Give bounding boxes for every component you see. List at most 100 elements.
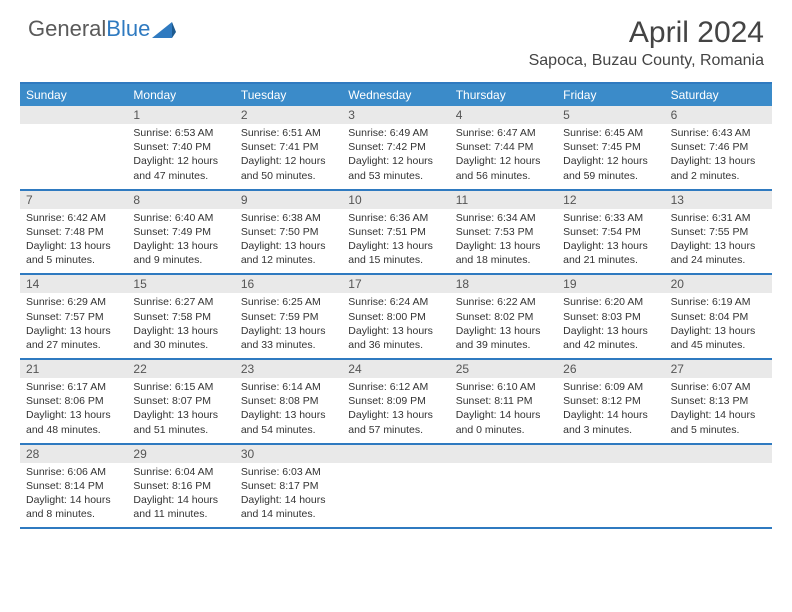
daylight-text: Daylight: 13 hours and 33 minutes. bbox=[241, 324, 336, 352]
day-number: 26 bbox=[557, 360, 664, 378]
sunrise-text: Sunrise: 6:19 AM bbox=[671, 295, 766, 309]
day-header-fri: Friday bbox=[557, 84, 664, 106]
sunset-text: Sunset: 7:59 PM bbox=[241, 310, 336, 324]
day-body: Sunrise: 6:22 AMSunset: 8:02 PMDaylight:… bbox=[450, 293, 557, 358]
sunrise-text: Sunrise: 6:34 AM bbox=[456, 211, 551, 225]
day-body: Sunrise: 6:06 AMSunset: 8:14 PMDaylight:… bbox=[20, 463, 127, 528]
week-row: 14Sunrise: 6:29 AMSunset: 7:57 PMDayligh… bbox=[20, 275, 772, 360]
day-number: 18 bbox=[450, 275, 557, 293]
daylight-text: Daylight: 13 hours and 57 minutes. bbox=[348, 408, 443, 436]
daylight-text: Daylight: 13 hours and 39 minutes. bbox=[456, 324, 551, 352]
daylight-text: Daylight: 13 hours and 2 minutes. bbox=[671, 154, 766, 182]
sunset-text: Sunset: 7:51 PM bbox=[348, 225, 443, 239]
sunrise-text: Sunrise: 6:14 AM bbox=[241, 380, 336, 394]
day-body: Sunrise: 6:15 AMSunset: 8:07 PMDaylight:… bbox=[127, 378, 234, 443]
day-number: 17 bbox=[342, 275, 449, 293]
daylight-text: Daylight: 13 hours and 21 minutes. bbox=[563, 239, 658, 267]
day-number: 8 bbox=[127, 191, 234, 209]
day-header-sun: Sunday bbox=[20, 84, 127, 106]
day-number: 19 bbox=[557, 275, 664, 293]
day-cell: 21Sunrise: 6:17 AMSunset: 8:06 PMDayligh… bbox=[20, 360, 127, 443]
daylight-text: Daylight: 14 hours and 0 minutes. bbox=[456, 408, 551, 436]
day-cell: 23Sunrise: 6:14 AMSunset: 8:08 PMDayligh… bbox=[235, 360, 342, 443]
sunrise-text: Sunrise: 6:43 AM bbox=[671, 126, 766, 140]
sunset-text: Sunset: 8:13 PM bbox=[671, 394, 766, 408]
day-cell bbox=[450, 445, 557, 528]
day-body: Sunrise: 6:25 AMSunset: 7:59 PMDaylight:… bbox=[235, 293, 342, 358]
day-cell: 28Sunrise: 6:06 AMSunset: 8:14 PMDayligh… bbox=[20, 445, 127, 528]
sunrise-text: Sunrise: 6:07 AM bbox=[671, 380, 766, 394]
daylight-text: Daylight: 13 hours and 30 minutes. bbox=[133, 324, 228, 352]
sunrise-text: Sunrise: 6:22 AM bbox=[456, 295, 551, 309]
sunset-text: Sunset: 7:49 PM bbox=[133, 225, 228, 239]
day-body: Sunrise: 6:29 AMSunset: 7:57 PMDaylight:… bbox=[20, 293, 127, 358]
day-body: Sunrise: 6:03 AMSunset: 8:17 PMDaylight:… bbox=[235, 463, 342, 528]
sunset-text: Sunset: 8:02 PM bbox=[456, 310, 551, 324]
day-body: Sunrise: 6:14 AMSunset: 8:08 PMDaylight:… bbox=[235, 378, 342, 443]
day-cell: 6Sunrise: 6:43 AMSunset: 7:46 PMDaylight… bbox=[665, 106, 772, 189]
daylight-text: Daylight: 13 hours and 12 minutes. bbox=[241, 239, 336, 267]
day-body: Sunrise: 6:31 AMSunset: 7:55 PMDaylight:… bbox=[665, 209, 772, 274]
day-cell: 17Sunrise: 6:24 AMSunset: 8:00 PMDayligh… bbox=[342, 275, 449, 358]
day-body: Sunrise: 6:20 AMSunset: 8:03 PMDaylight:… bbox=[557, 293, 664, 358]
day-number: 14 bbox=[20, 275, 127, 293]
day-body: Sunrise: 6:09 AMSunset: 8:12 PMDaylight:… bbox=[557, 378, 664, 443]
sunrise-text: Sunrise: 6:27 AM bbox=[133, 295, 228, 309]
daylight-text: Daylight: 13 hours and 48 minutes. bbox=[26, 408, 121, 436]
sunrise-text: Sunrise: 6:15 AM bbox=[133, 380, 228, 394]
day-cell: 18Sunrise: 6:22 AMSunset: 8:02 PMDayligh… bbox=[450, 275, 557, 358]
sunrise-text: Sunrise: 6:20 AM bbox=[563, 295, 658, 309]
day-cell: 9Sunrise: 6:38 AMSunset: 7:50 PMDaylight… bbox=[235, 191, 342, 274]
sunrise-text: Sunrise: 6:40 AM bbox=[133, 211, 228, 225]
day-number: 10 bbox=[342, 191, 449, 209]
sunrise-text: Sunrise: 6:12 AM bbox=[348, 380, 443, 394]
title-block: April 2024 Sapoca, Buzau County, Romania bbox=[529, 16, 764, 70]
day-number bbox=[342, 445, 449, 463]
logo-text-gray: General bbox=[28, 16, 106, 41]
sunrise-text: Sunrise: 6:24 AM bbox=[348, 295, 443, 309]
logo-text-blue: Blue bbox=[106, 16, 150, 41]
day-cell: 3Sunrise: 6:49 AMSunset: 7:42 PMDaylight… bbox=[342, 106, 449, 189]
day-cell: 13Sunrise: 6:31 AMSunset: 7:55 PMDayligh… bbox=[665, 191, 772, 274]
sunset-text: Sunset: 8:00 PM bbox=[348, 310, 443, 324]
day-number: 2 bbox=[235, 106, 342, 124]
day-number: 25 bbox=[450, 360, 557, 378]
sunset-text: Sunset: 8:03 PM bbox=[563, 310, 658, 324]
day-body: Sunrise: 6:07 AMSunset: 8:13 PMDaylight:… bbox=[665, 378, 772, 443]
week-row: 28Sunrise: 6:06 AMSunset: 8:14 PMDayligh… bbox=[20, 445, 772, 530]
daylight-text: Daylight: 14 hours and 8 minutes. bbox=[26, 493, 121, 521]
daylight-text: Daylight: 13 hours and 9 minutes. bbox=[133, 239, 228, 267]
sunrise-text: Sunrise: 6:36 AM bbox=[348, 211, 443, 225]
sunrise-text: Sunrise: 6:38 AM bbox=[241, 211, 336, 225]
day-body: Sunrise: 6:51 AMSunset: 7:41 PMDaylight:… bbox=[235, 124, 342, 189]
day-body: Sunrise: 6:24 AMSunset: 8:00 PMDaylight:… bbox=[342, 293, 449, 358]
day-cell: 16Sunrise: 6:25 AMSunset: 7:59 PMDayligh… bbox=[235, 275, 342, 358]
day-number: 3 bbox=[342, 106, 449, 124]
day-body bbox=[342, 463, 449, 521]
day-cell: 25Sunrise: 6:10 AMSunset: 8:11 PMDayligh… bbox=[450, 360, 557, 443]
day-number: 5 bbox=[557, 106, 664, 124]
logo: GeneralBlue bbox=[28, 16, 176, 42]
day-number bbox=[450, 445, 557, 463]
day-body: Sunrise: 6:49 AMSunset: 7:42 PMDaylight:… bbox=[342, 124, 449, 189]
daylight-text: Daylight: 13 hours and 36 minutes. bbox=[348, 324, 443, 352]
sunset-text: Sunset: 8:16 PM bbox=[133, 479, 228, 493]
calendar: Sunday Monday Tuesday Wednesday Thursday… bbox=[20, 82, 772, 529]
sunrise-text: Sunrise: 6:06 AM bbox=[26, 465, 121, 479]
day-body bbox=[20, 124, 127, 182]
day-number: 27 bbox=[665, 360, 772, 378]
day-cell: 2Sunrise: 6:51 AMSunset: 7:41 PMDaylight… bbox=[235, 106, 342, 189]
sunrise-text: Sunrise: 6:49 AM bbox=[348, 126, 443, 140]
sunset-text: Sunset: 7:55 PM bbox=[671, 225, 766, 239]
day-header-wed: Wednesday bbox=[342, 84, 449, 106]
sunrise-text: Sunrise: 6:09 AM bbox=[563, 380, 658, 394]
day-body: Sunrise: 6:47 AMSunset: 7:44 PMDaylight:… bbox=[450, 124, 557, 189]
sunrise-text: Sunrise: 6:33 AM bbox=[563, 211, 658, 225]
sunrise-text: Sunrise: 6:53 AM bbox=[133, 126, 228, 140]
day-body: Sunrise: 6:45 AMSunset: 7:45 PMDaylight:… bbox=[557, 124, 664, 189]
daylight-text: Daylight: 14 hours and 5 minutes. bbox=[671, 408, 766, 436]
day-cell: 15Sunrise: 6:27 AMSunset: 7:58 PMDayligh… bbox=[127, 275, 234, 358]
day-header-thu: Thursday bbox=[450, 84, 557, 106]
day-body: Sunrise: 6:12 AMSunset: 8:09 PMDaylight:… bbox=[342, 378, 449, 443]
header: GeneralBlue April 2024 Sapoca, Buzau Cou… bbox=[0, 0, 792, 78]
